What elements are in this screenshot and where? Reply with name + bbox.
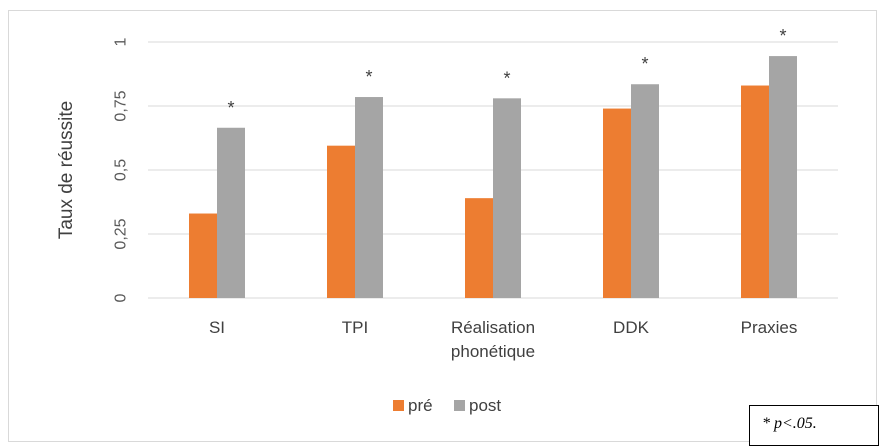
category-label: Praxies <box>741 318 798 337</box>
bar-post-2 <box>493 98 521 298</box>
bars-layer <box>189 56 797 299</box>
bar-pré-4 <box>741 85 769 299</box>
y-tick-label: 1 <box>113 37 130 46</box>
significance-note: * p<.05. <box>749 405 879 446</box>
labels-layer: 0 0,25 0,5 0,75 1 * SI * TPI * Réalisation phonétiq… <box>113 26 798 361</box>
category-label: DDK <box>613 318 650 337</box>
y-tick-label: 0,5 <box>113 159 130 181</box>
y-tick-label: 0,25 <box>113 218 130 249</box>
legend-swatch-post <box>454 400 465 411</box>
bar-pré-0 <box>189 213 217 298</box>
significance-star: * <box>503 68 510 88</box>
category-label: TPI <box>342 318 368 337</box>
bar-post-3 <box>631 84 659 299</box>
bar-post-0 <box>217 127 245 298</box>
significance-star: * <box>641 54 648 74</box>
legend: pré post <box>393 396 501 415</box>
significance-note-text: * p<.05. <box>762 415 817 432</box>
legend-label-post: post <box>469 396 501 415</box>
significance-star: * <box>227 98 234 118</box>
category-label: phonétique <box>451 342 535 361</box>
bar-pré-1 <box>327 145 355 298</box>
legend-label-pré: pré <box>408 396 433 415</box>
y-tick-label: 0 <box>113 293 130 302</box>
category-label: SI <box>209 318 225 337</box>
bar-pré-3 <box>603 108 631 298</box>
legend-swatch-pré <box>393 400 404 411</box>
y-tick-label: 0,75 <box>113 90 130 121</box>
significance-star: * <box>779 26 786 46</box>
bar-pré-2 <box>465 198 493 298</box>
bar-post-4 <box>769 56 797 298</box>
y-axis-title: Taux de réussite <box>56 101 77 239</box>
bar-post-1 <box>355 97 383 298</box>
significance-star: * <box>365 67 372 87</box>
category-label: Réalisation <box>451 318 535 337</box>
chart-frame <box>8 10 877 442</box>
